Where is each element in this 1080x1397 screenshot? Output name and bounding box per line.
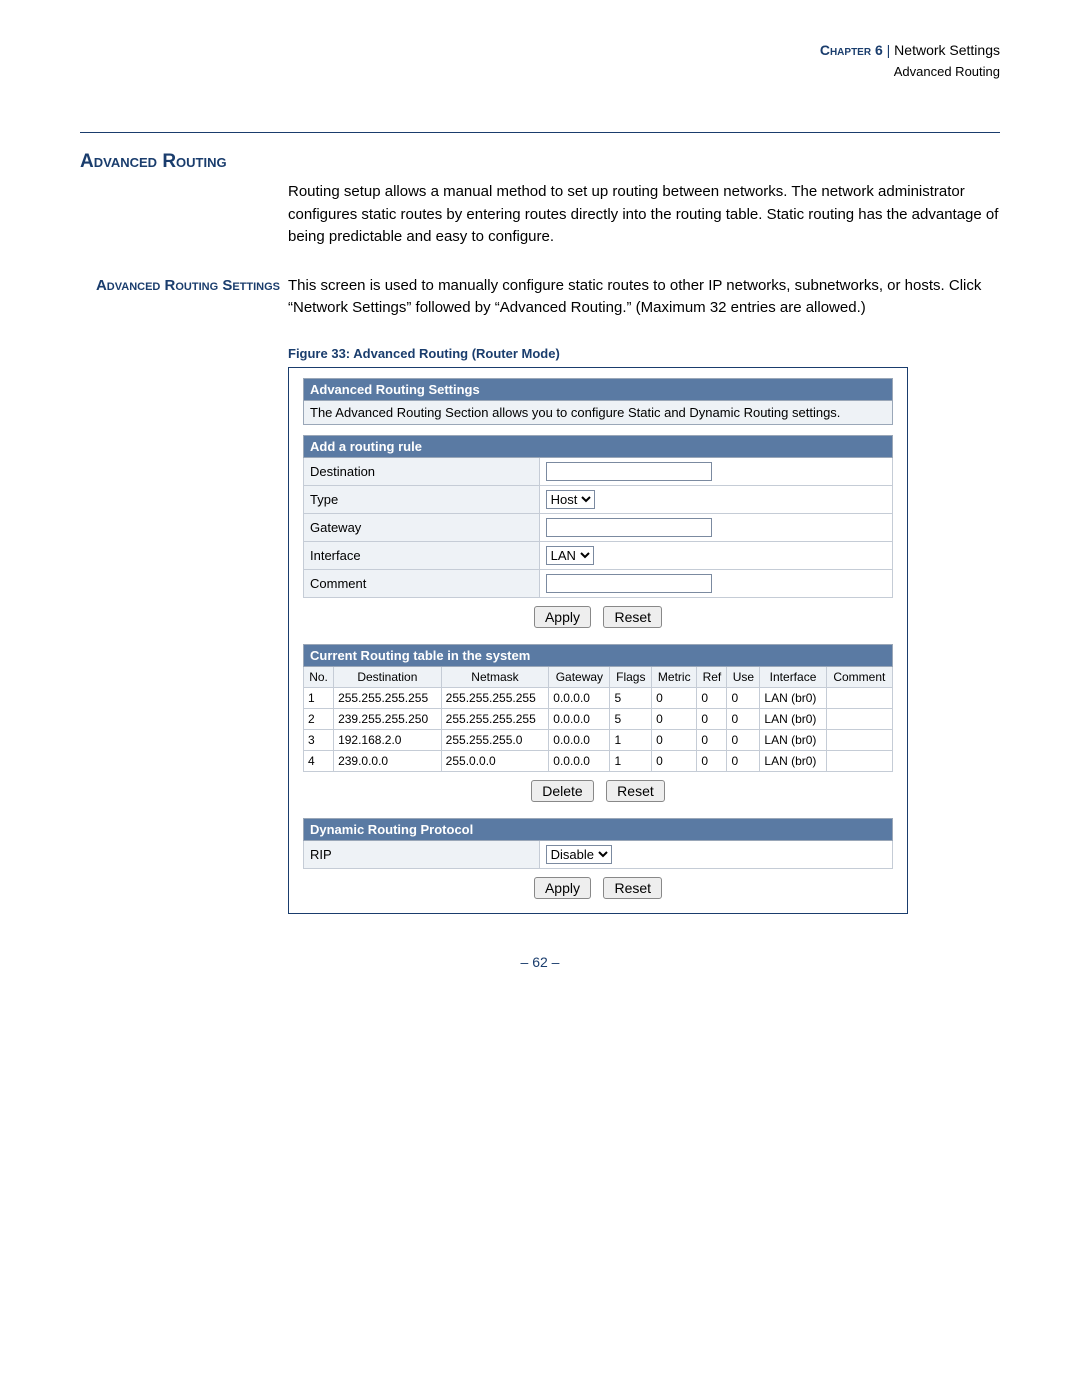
- table-cell: 0: [697, 729, 727, 750]
- routing-col-header: Interface: [760, 666, 826, 687]
- table-cell: 255.255.255.255: [441, 708, 549, 729]
- table-cell: 2: [304, 708, 334, 729]
- routing-delete-button[interactable]: Delete: [531, 780, 593, 802]
- table-cell: [826, 708, 892, 729]
- advanced-settings-header: Advanced Routing Settings: [303, 378, 893, 401]
- table-cell: 0: [727, 708, 760, 729]
- table-cell: 239.0.0.0: [334, 750, 442, 771]
- table-cell: 4: [304, 750, 334, 771]
- dynamic-reset-button[interactable]: Reset: [603, 877, 662, 899]
- table-row: 2239.255.255.250255.255.255.2550.0.0.050…: [304, 708, 893, 729]
- router-screenshot: Advanced Routing Settings The Advanced R…: [288, 367, 908, 914]
- table-cell: 0: [727, 687, 760, 708]
- table-cell: LAN (br0): [760, 729, 826, 750]
- intro-paragraph: Routing setup allows a manual method to …: [288, 181, 1000, 249]
- rip-select[interactable]: Disable: [546, 845, 612, 864]
- routing-col-header: Destination: [334, 666, 442, 687]
- routing-col-header: Gateway: [549, 666, 610, 687]
- page-header: Chapter 6 | Network Settings Advanced Ro…: [80, 40, 1000, 82]
- figure-caption: Figure 33: Advanced Routing (Router Mode…: [288, 346, 1000, 361]
- routing-col-header: Ref: [697, 666, 727, 687]
- routing-table: Current Routing table in the system No.D…: [303, 644, 893, 772]
- comment-input[interactable]: [546, 574, 712, 593]
- table-cell: [826, 687, 892, 708]
- routing-col-header: No.: [304, 666, 334, 687]
- table-cell: 5: [610, 687, 652, 708]
- destination-input[interactable]: [546, 462, 712, 481]
- routing-reset-button[interactable]: Reset: [606, 780, 665, 802]
- table-cell: 255.255.255.255: [334, 687, 442, 708]
- gateway-input[interactable]: [546, 518, 712, 537]
- header-section: Network Settings: [894, 42, 1000, 58]
- table-cell: 0: [652, 708, 697, 729]
- routing-col-header: Netmask: [441, 666, 549, 687]
- table-cell: 0.0.0.0: [549, 750, 610, 771]
- routing-col-header: Comment: [826, 666, 892, 687]
- table-cell: 192.168.2.0: [334, 729, 442, 750]
- table-cell: 1: [304, 687, 334, 708]
- table-cell: 5: [610, 708, 652, 729]
- dynamic-routing-header: Dynamic Routing Protocol: [304, 818, 893, 840]
- section-title: Advanced Routing: [80, 151, 1000, 173]
- add-rule-table: Add a routing rule Destination Type Host…: [303, 435, 893, 598]
- add-rule-reset-button[interactable]: Reset: [603, 606, 662, 628]
- rip-label: RIP: [304, 840, 540, 868]
- table-cell: 0: [727, 729, 760, 750]
- interface-label: Interface: [304, 541, 540, 569]
- chapter-label: Chapter 6: [820, 42, 883, 58]
- table-cell: [826, 750, 892, 771]
- type-select[interactable]: Host: [546, 490, 595, 509]
- table-cell: 0: [652, 729, 697, 750]
- table-cell: LAN (br0): [760, 750, 826, 771]
- table-cell: 255.255.255.0: [441, 729, 549, 750]
- table-cell: 0: [697, 750, 727, 771]
- table-cell: 1: [610, 750, 652, 771]
- subsection-label: Advanced Routing Settings: [80, 275, 288, 320]
- table-cell: 255.255.255.255: [441, 687, 549, 708]
- add-rule-apply-button[interactable]: Apply: [534, 606, 591, 628]
- table-cell: 0: [697, 708, 727, 729]
- comment-label: Comment: [304, 569, 540, 597]
- routing-table-header: Current Routing table in the system: [304, 644, 893, 666]
- separator: |: [883, 42, 894, 58]
- table-cell: 1: [610, 729, 652, 750]
- table-cell: [826, 729, 892, 750]
- advanced-settings-desc: The Advanced Routing Section allows you …: [303, 401, 893, 425]
- routing-col-header: Flags: [610, 666, 652, 687]
- routing-col-header: Metric: [652, 666, 697, 687]
- table-cell: 0: [652, 687, 697, 708]
- table-cell: LAN (br0): [760, 708, 826, 729]
- destination-label: Destination: [304, 457, 540, 485]
- table-cell: 0.0.0.0: [549, 729, 610, 750]
- interface-select[interactable]: LAN: [546, 546, 594, 565]
- add-rule-header: Add a routing rule: [304, 435, 893, 457]
- gateway-label: Gateway: [304, 513, 540, 541]
- page-number: – 62 –: [80, 954, 1000, 970]
- dynamic-routing-table: Dynamic Routing Protocol RIP Disable: [303, 818, 893, 869]
- table-cell: 3: [304, 729, 334, 750]
- table-row: 1255.255.255.255255.255.255.2550.0.0.050…: [304, 687, 893, 708]
- table-cell: 0.0.0.0: [549, 687, 610, 708]
- table-cell: 0: [727, 750, 760, 771]
- table-cell: 0: [697, 687, 727, 708]
- dynamic-apply-button[interactable]: Apply: [534, 877, 591, 899]
- header-subsection: Advanced Routing: [894, 64, 1000, 79]
- table-cell: 0.0.0.0: [549, 708, 610, 729]
- table-cell: 239.255.255.250: [334, 708, 442, 729]
- subsection-paragraph: This screen is used to manually configur…: [288, 275, 1000, 320]
- table-row: 3192.168.2.0255.255.255.00.0.0.01000LAN …: [304, 729, 893, 750]
- horizontal-rule: [80, 132, 1000, 133]
- table-cell: 0: [652, 750, 697, 771]
- table-cell: 255.0.0.0: [441, 750, 549, 771]
- table-row: 4239.0.0.0255.0.0.00.0.0.01000LAN (br0): [304, 750, 893, 771]
- type-label: Type: [304, 485, 540, 513]
- routing-col-header: Use: [727, 666, 760, 687]
- table-cell: LAN (br0): [760, 687, 826, 708]
